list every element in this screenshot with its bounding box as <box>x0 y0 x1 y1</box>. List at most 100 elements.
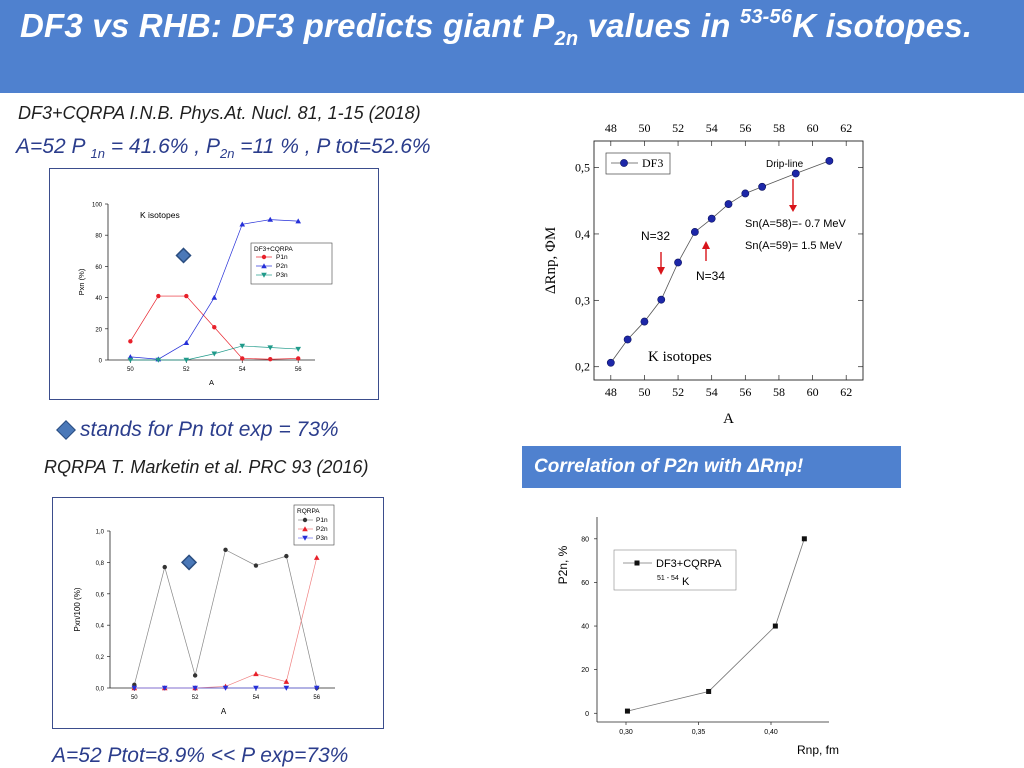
legend-marker <box>302 526 308 532</box>
y-tick-label: 1,0 <box>96 530 105 536</box>
stat-a52-df3: A=52 P 1n = 41.6% , P2n =11 % , P tot=52… <box>16 135 431 161</box>
legend-tail: K <box>682 576 690 588</box>
x-tick-label: 60 <box>807 385 819 399</box>
x-tick-label: 50 <box>131 695 138 701</box>
stat-a52-rqrpa: A=52 Ptot=8.9% << P exp=73% <box>52 744 349 767</box>
point-p1n <box>156 293 161 299</box>
point-p3n <box>267 345 274 351</box>
legend-label: P1n <box>316 517 328 524</box>
point-df3 <box>741 189 750 198</box>
point-p3n <box>253 685 259 691</box>
x-tick-label: 56 <box>313 695 320 701</box>
point-p3n <box>192 685 198 691</box>
arrow-dripline-head <box>789 205 797 212</box>
y-tick-label: 0 <box>99 359 103 365</box>
x-tick-label: 50 <box>127 367 134 373</box>
point-p2n <box>239 221 246 227</box>
y-tick-label: 0,6 <box>96 592 105 598</box>
y-tick-label: 0,3 <box>575 293 590 307</box>
chart-title: K isotopes <box>140 210 180 220</box>
y-axis-label: P2n, % <box>556 545 570 584</box>
legend-marker <box>302 517 308 523</box>
x-tick-label-top: 58 <box>773 121 785 135</box>
slide-title: DF3 vs RHB: DF3 predicts giant P2n value… <box>20 6 973 50</box>
point-p3n <box>239 343 246 349</box>
legend-label: DF3 <box>642 156 663 170</box>
x-tick-label-top: 50 <box>638 121 650 135</box>
x-tick-label: 50 <box>638 385 650 399</box>
point-df3 <box>791 169 800 178</box>
x-tick-label-top: 56 <box>739 121 751 135</box>
point-p3n <box>211 351 218 357</box>
legend-marker <box>634 560 640 566</box>
legend-marker <box>261 254 267 260</box>
point-df3 <box>606 358 615 367</box>
point-p3n <box>161 685 168 691</box>
point-df3-cqrpa <box>772 623 778 629</box>
point-df3 <box>640 317 649 326</box>
y-tick-label: 40 <box>581 624 589 631</box>
legend-label: DF3+CQRPA <box>656 558 722 570</box>
title-banner: DF3 vs RHB: DF3 predicts giant P2n value… <box>0 0 1024 93</box>
legend-box <box>605 152 671 175</box>
annotation-sn58: Sn(A=58)=- 0.7 MeV <box>745 218 847 230</box>
point-p3n <box>131 685 138 691</box>
legend-marker <box>620 159 628 167</box>
point-df3-cqrpa <box>706 688 712 694</box>
point-p2n <box>211 294 218 300</box>
x-tick-label: 0,40 <box>764 729 778 736</box>
point-p1n <box>223 547 228 553</box>
point-p2n <box>253 671 259 677</box>
x-tick-label-top: 62 <box>840 121 852 135</box>
y-tick-label: 60 <box>581 580 589 587</box>
legend-title: RQRPA <box>297 508 320 515</box>
point-p1n <box>162 564 167 570</box>
point-df3 <box>758 182 767 191</box>
x-tick-label: 0,30 <box>619 729 633 736</box>
y-axis-label: ΔRnp, ФМ <box>543 227 559 294</box>
legend-marker <box>261 263 267 269</box>
y-tick-label: 60 <box>95 265 102 271</box>
x-tick-label: 54 <box>253 695 260 701</box>
legend-title: DF3+CQRPA <box>254 246 293 253</box>
legend-label: P3n <box>316 535 328 542</box>
point-p3n <box>313 685 320 691</box>
point-p1n <box>240 356 245 361</box>
annotation-sn59: Sn(A=59)= 1.5 MeV <box>745 240 843 252</box>
point-df3 <box>825 157 834 165</box>
point-p3n <box>295 346 302 352</box>
point-p1n <box>253 563 259 568</box>
x-tick-label: 52 <box>192 695 199 701</box>
point-p2n <box>183 340 190 346</box>
y-tick-label: 80 <box>95 234 102 240</box>
legend-box <box>613 549 737 591</box>
x-tick-label-top: 54 <box>706 121 718 135</box>
point-p1n <box>128 339 133 344</box>
series-line-df3-cqrpa <box>627 538 805 712</box>
series-line-df3 <box>610 160 830 363</box>
point-p1n <box>184 293 189 299</box>
legend-box <box>250 242 333 285</box>
point-p3n <box>283 685 290 691</box>
x-tick-label: 52 <box>672 385 684 399</box>
x-tick-label: 48 <box>605 385 617 399</box>
point-p3n <box>155 357 162 363</box>
chart-frame-df3 <box>49 168 379 400</box>
point-p2n <box>313 554 320 560</box>
x-tick-label: 58 <box>773 385 785 399</box>
legend-label: P2n <box>276 263 288 270</box>
chart-title: K isotopes <box>648 349 712 365</box>
arrow-n32-head <box>657 267 665 275</box>
y-tick-label: 20 <box>95 327 102 333</box>
point-p1n <box>268 357 273 362</box>
y-tick-label: 0,5 <box>575 161 590 175</box>
y-tick-label: 100 <box>92 203 103 209</box>
point-p3n <box>222 685 229 691</box>
point-df3 <box>657 295 666 304</box>
x-axis-label: A <box>209 378 214 387</box>
x-tick-label-top: 60 <box>807 121 819 135</box>
point-p3n <box>127 357 134 363</box>
y-tick-label: 20 <box>581 667 589 674</box>
